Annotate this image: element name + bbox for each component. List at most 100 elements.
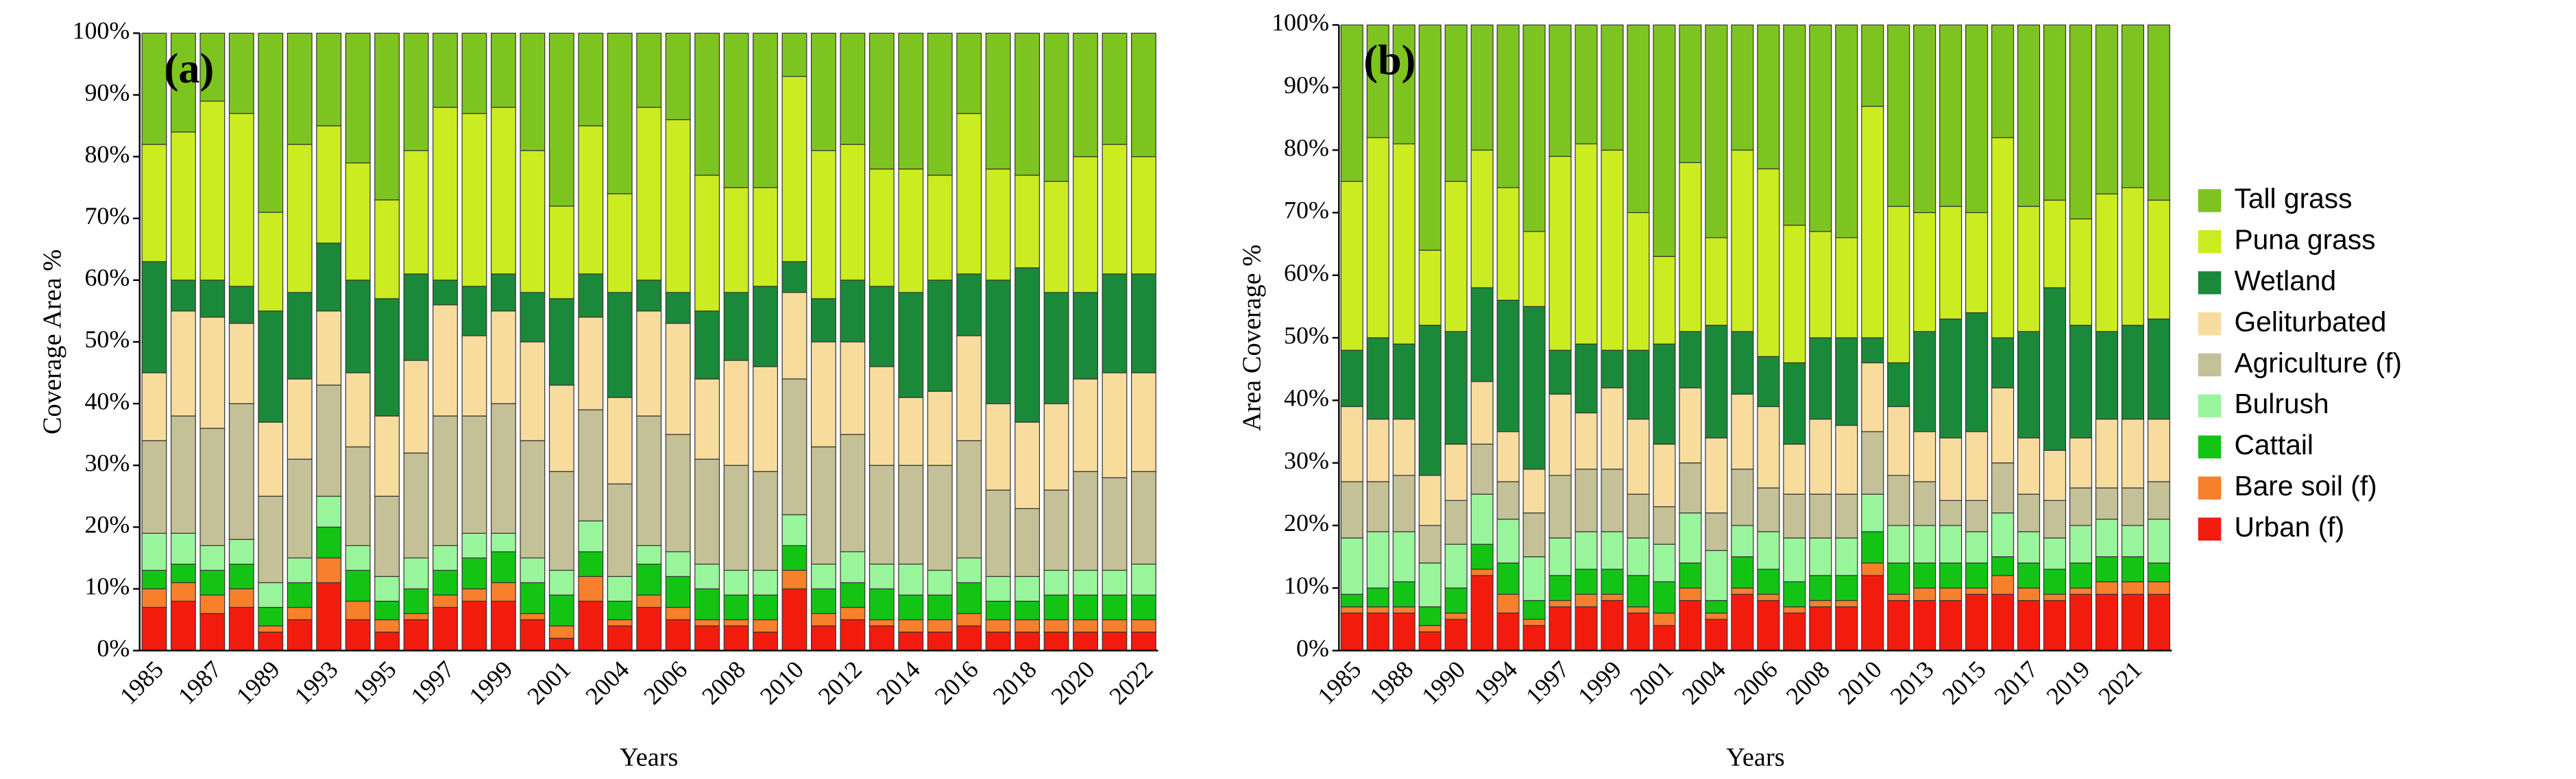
bar-segment — [1496, 299, 1520, 432]
bar-segment — [316, 582, 342, 652]
bar-segment — [694, 619, 720, 627]
bar-segment — [2017, 437, 2041, 495]
bar-segment — [1102, 477, 1128, 571]
bar-segment — [520, 619, 546, 652]
bar-segment — [2043, 287, 2067, 451]
bar-segment — [1522, 556, 1546, 602]
bar-segment — [1131, 32, 1156, 158]
bar-segment — [1470, 149, 1494, 288]
bar-segment — [665, 323, 691, 435]
bar-segment — [345, 280, 371, 373]
bar-segment — [1913, 481, 1936, 526]
bar-segment — [1653, 506, 1676, 545]
bar-segment — [287, 619, 313, 652]
bar-segment — [1939, 499, 1963, 526]
bar-segment — [2147, 319, 2170, 420]
bar-segment — [1679, 331, 1702, 388]
bar-segment — [403, 32, 429, 151]
bar-segment — [1705, 512, 1728, 552]
bar-segment — [1965, 431, 1989, 502]
x-tick-label: 2008 — [696, 656, 751, 710]
bar-segment — [636, 594, 662, 608]
bar-segment — [1601, 569, 1624, 595]
bar-segment — [956, 613, 982, 627]
bar-segment — [1470, 543, 1494, 570]
bar-segment — [1014, 421, 1041, 509]
bar-segment — [345, 569, 371, 602]
bar-segment — [810, 563, 836, 590]
bar-segment — [753, 187, 778, 287]
y-tick-label: 0% — [1296, 634, 1329, 662]
bar-segment — [723, 625, 749, 652]
bar-segment — [1757, 531, 1780, 570]
bar-segment — [258, 495, 284, 584]
x-tick-label: 2017 — [1989, 656, 2043, 710]
bar-segment — [2095, 193, 2119, 332]
bar-segment — [461, 415, 487, 534]
bar-segment — [258, 582, 284, 608]
bar-segment — [199, 613, 226, 652]
bar-segment — [985, 600, 1011, 621]
bar-segment — [1653, 613, 1676, 626]
bar-segment — [1939, 437, 1963, 502]
bar-segment — [316, 125, 342, 244]
legend-label: Geliturbated — [2234, 306, 2386, 337]
bar-segment — [2095, 556, 2119, 582]
bar-segment — [1991, 575, 2015, 595]
bar-segment — [258, 212, 284, 312]
bar-segment — [374, 415, 400, 497]
y-tick-label: 40% — [84, 387, 130, 415]
bar-segment — [1392, 343, 1415, 420]
bar-segment — [1887, 24, 1910, 207]
bar-segment — [723, 594, 749, 621]
bar-segment — [956, 557, 982, 584]
bar-segment — [228, 588, 254, 608]
bar-segment — [1392, 143, 1415, 345]
bar-segment — [694, 378, 720, 460]
bar-segment — [1043, 489, 1069, 571]
bar-segment — [1366, 419, 1389, 482]
bar-segment — [1757, 406, 1780, 489]
bar-segment — [1731, 149, 1754, 332]
bar-segment — [578, 520, 604, 552]
bar-segment — [1102, 372, 1128, 478]
bar-segment — [2043, 449, 2067, 502]
bar-segment — [665, 619, 691, 652]
bar-segment — [1627, 419, 1650, 495]
bar-segment — [781, 75, 807, 262]
bar-segment — [1835, 237, 1858, 338]
y-tick-label: 70% — [84, 202, 130, 230]
bar-segment — [548, 637, 574, 652]
bar-segment — [2147, 593, 2170, 652]
bar-segment — [1731, 24, 1754, 151]
bar-segment — [840, 144, 866, 281]
bar-segment — [316, 384, 342, 497]
x-tick-label: 1999 — [463, 656, 518, 710]
bar-segment — [578, 32, 604, 127]
bar-segment — [840, 606, 866, 621]
bar-segment — [578, 600, 604, 652]
bar-segment — [170, 415, 196, 534]
bar-segment — [985, 403, 1011, 491]
bar-segment — [490, 106, 516, 275]
bar-segment — [345, 446, 371, 546]
bar-segment — [1496, 24, 1520, 188]
bar-segment — [607, 625, 633, 652]
bar-segment — [898, 594, 924, 621]
bar-segment — [636, 310, 662, 417]
bar-segment — [1043, 403, 1069, 491]
bar-segment — [1991, 556, 2015, 576]
bar-segment — [1835, 425, 1858, 495]
bar-segment — [1939, 562, 1963, 589]
bar-segment — [1366, 587, 1389, 608]
bar-segment — [228, 563, 254, 590]
bar-segment — [520, 341, 546, 441]
bar-segment — [2069, 562, 2093, 589]
y-tick-label: 90% — [1284, 71, 1329, 99]
bar-segment — [1861, 24, 1884, 107]
bar-segment — [781, 569, 807, 590]
bar-segment — [433, 304, 458, 417]
bar-segment — [1835, 493, 1858, 539]
bar-segment — [1102, 631, 1128, 652]
